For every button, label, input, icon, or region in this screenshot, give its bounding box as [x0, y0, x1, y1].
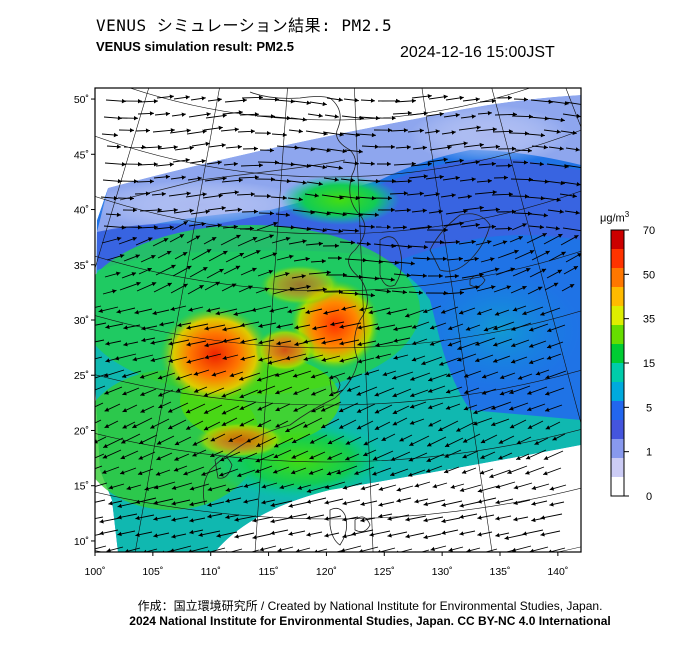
colorbar-tick-label: 15 [643, 358, 655, 370]
longitude-axis: 100˚ 105˚ 110˚ 115˚ 120˚ 125˚ 130˚ 135˚ 140˚ [84, 552, 568, 578]
lat-tick-label: 35˚ [74, 260, 89, 272]
colorbar-swatch [611, 268, 624, 288]
lat-tick-label: 30˚ [74, 315, 89, 327]
lon-tick-label: 130˚ [432, 566, 453, 578]
colorbar-swatch [611, 401, 624, 421]
lat-tick-label: 45˚ [74, 149, 89, 161]
colorbar-swatch [611, 420, 624, 440]
colorbar: 70 50 35 15 5 1 0 [611, 225, 655, 503]
lon-tick-label: 110˚ [201, 566, 221, 578]
lon-tick-label: 105˚ [142, 566, 163, 578]
lon-tick-label: 115˚ [258, 566, 278, 578]
colorbar-swatch [611, 306, 624, 326]
colorbar-swatch [611, 458, 624, 478]
colorbar-tick-label: 5 [646, 402, 652, 414]
colorbar-swatch [611, 325, 624, 345]
lat-tick-label: 15˚ [74, 481, 89, 493]
lon-tick-label: 135˚ [489, 566, 510, 578]
lon-tick-label: 125˚ [374, 566, 395, 578]
colorbar-swatch [611, 249, 624, 269]
colorbar-unit: μg/m3 [600, 210, 629, 225]
colorbar-tick-label: 70 [643, 225, 655, 237]
lon-tick-label: 140˚ [547, 566, 568, 578]
colorbar-tick-label: 35 [643, 314, 655, 326]
license-line: 2024 National Institute for Environmenta… [0, 614, 700, 628]
lon-tick-label: 120˚ [316, 566, 337, 578]
lat-tick-label: 25˚ [74, 370, 89, 382]
colorbar-swatch [611, 439, 624, 459]
lat-tick-label: 50˚ [74, 94, 89, 106]
colorbar-tick-label: 50 [643, 269, 655, 281]
colorbar-tick-label: 0 [646, 491, 652, 503]
lat-tick-label: 40˚ [74, 205, 89, 217]
lat-tick-label: 20˚ [74, 425, 89, 437]
lon-tick-label: 100˚ [84, 566, 105, 578]
colorbar-swatch [611, 230, 624, 250]
colorbar-swatch [611, 477, 624, 497]
colorbar-swatch [611, 344, 624, 364]
colorbar-tick-label: 1 [646, 447, 652, 459]
colorbar-swatch [611, 382, 624, 402]
colorbar-swatch [611, 287, 624, 307]
latitude-axis: 50˚ 45˚ 40˚ 35˚ 30˚ 25˚ 20˚ 15˚ 10˚ [74, 94, 95, 548]
credit-line: 作成：国立環境研究所 / Created by National Institu… [0, 597, 700, 614]
lat-tick-label: 10˚ [74, 536, 89, 548]
colorbar-swatch [611, 363, 624, 383]
